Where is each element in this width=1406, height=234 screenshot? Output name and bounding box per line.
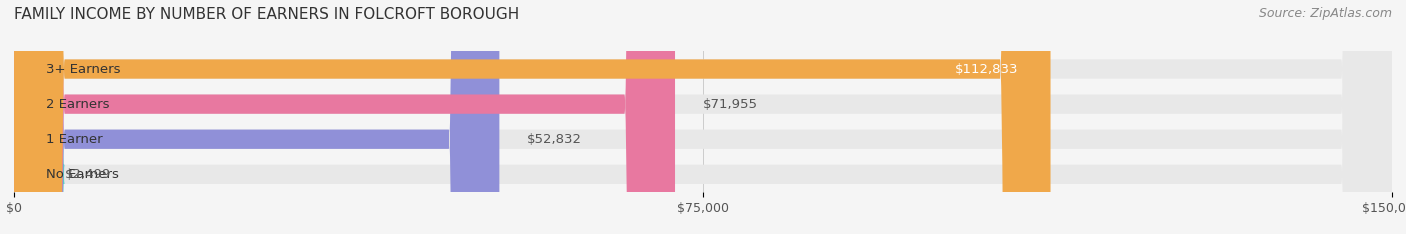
Text: $112,833: $112,833 (955, 62, 1018, 76)
FancyBboxPatch shape (14, 0, 1392, 234)
FancyBboxPatch shape (14, 0, 675, 234)
Text: 2 Earners: 2 Earners (46, 98, 110, 111)
FancyBboxPatch shape (14, 0, 1050, 234)
Text: FAMILY INCOME BY NUMBER OF EARNERS IN FOLCROFT BOROUGH: FAMILY INCOME BY NUMBER OF EARNERS IN FO… (14, 7, 519, 22)
Text: $71,955: $71,955 (703, 98, 758, 111)
Text: No Earners: No Earners (46, 168, 120, 181)
Text: 3+ Earners: 3+ Earners (46, 62, 121, 76)
Text: $2,499: $2,499 (65, 168, 111, 181)
FancyBboxPatch shape (14, 0, 1392, 234)
Text: $52,832: $52,832 (527, 133, 582, 146)
Text: 1 Earner: 1 Earner (46, 133, 103, 146)
FancyBboxPatch shape (14, 0, 1392, 234)
Text: Source: ZipAtlas.com: Source: ZipAtlas.com (1258, 7, 1392, 20)
FancyBboxPatch shape (0, 0, 65, 234)
FancyBboxPatch shape (14, 0, 499, 234)
FancyBboxPatch shape (14, 0, 1392, 234)
